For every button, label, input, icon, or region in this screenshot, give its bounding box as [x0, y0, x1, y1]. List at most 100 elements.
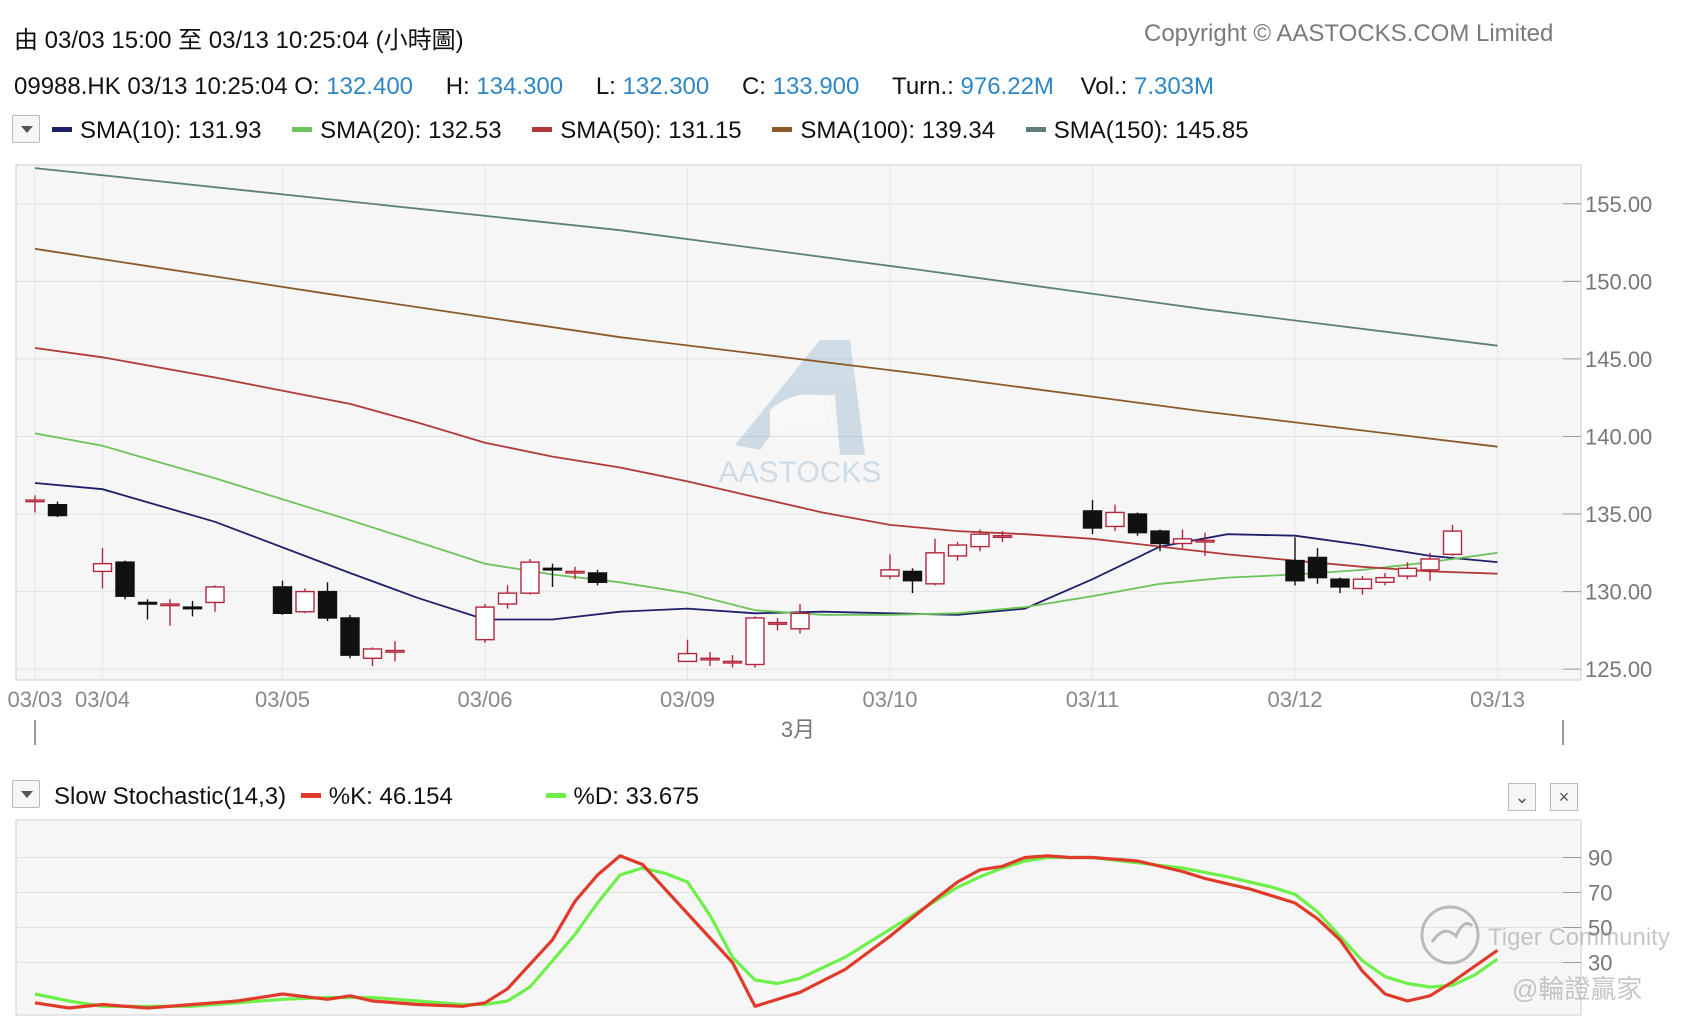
- candle-body: [1442, 530, 1463, 556]
- tiger-community-watermark: Tiger Community @輪證贏家: [1420, 905, 1670, 1004]
- candle-body: [475, 606, 495, 641]
- candle[interactable]: [1307, 548, 1328, 584]
- sma-line-sma150: [34, 167, 1498, 347]
- candle[interactable]: [385, 641, 405, 662]
- candle-body: [1127, 513, 1148, 534]
- candle-body: [520, 561, 540, 594]
- candle-body: [295, 590, 315, 613]
- candle[interactable]: [47, 501, 68, 518]
- candle-body: [722, 660, 743, 664]
- stoch-panel-dropdown[interactable]: [12, 780, 40, 808]
- candle[interactable]: [362, 647, 383, 667]
- candle[interactable]: [497, 585, 518, 609]
- candle-body: [362, 648, 383, 659]
- candle-body: [790, 612, 810, 630]
- sma-line-sma10: [34, 482, 1498, 621]
- candle-body: [677, 652, 698, 663]
- candle[interactable]: [925, 538, 945, 586]
- candle[interactable]: [790, 603, 810, 634]
- candle[interactable]: [587, 569, 608, 586]
- candle-body: [700, 657, 720, 661]
- candle[interactable]: [205, 585, 225, 612]
- candle[interactable]: [1420, 552, 1440, 581]
- low-label: L:: [595, 73, 616, 100]
- candle[interactable]: [1105, 504, 1125, 532]
- candle[interactable]: [1172, 529, 1193, 549]
- candle[interactable]: [880, 554, 900, 580]
- candle[interactable]: [160, 599, 180, 626]
- candle[interactable]: [1082, 500, 1103, 535]
- sma150-label: SMA(150): 145.85: [1053, 117, 1249, 144]
- candle-body: [1330, 578, 1350, 588]
- candle[interactable]: [1150, 529, 1170, 552]
- candle[interactable]: [520, 559, 540, 595]
- candle[interactable]: [182, 600, 203, 617]
- candle-body: [1172, 538, 1193, 545]
- candle-body: [47, 504, 68, 517]
- candle[interactable]: [317, 582, 338, 622]
- candle[interactable]: [1397, 562, 1418, 580]
- date-tick-label: 03/10: [862, 687, 917, 712]
- close-panel-button[interactable]: ×: [1550, 783, 1578, 811]
- candle[interactable]: [565, 566, 585, 580]
- candle-body: [992, 535, 1013, 539]
- stoch-plot-area: [15, 819, 1582, 1016]
- candle[interactable]: [137, 599, 158, 620]
- candle[interactable]: [992, 531, 1013, 542]
- candle[interactable]: [700, 652, 720, 667]
- candle-body: [902, 570, 923, 582]
- candle-body: [92, 562, 113, 573]
- candle[interactable]: [745, 616, 765, 668]
- open-label: O:: [294, 73, 320, 100]
- price-tick-label: 125.00: [1585, 657, 1652, 682]
- candle[interactable]: [340, 614, 360, 659]
- k-label: %K: 46.154: [328, 783, 453, 810]
- close-value: 133.900: [772, 73, 860, 100]
- quote-bar: 09988.HK 03/13 10:25:04 O: 132.400 H: 13…: [14, 73, 1214, 101]
- chevron-down-icon: ⌄: [1514, 787, 1530, 807]
- candle[interactable]: [542, 563, 563, 587]
- low-value: 132.300: [622, 73, 710, 100]
- sma100-swatch: [772, 127, 793, 133]
- sma-line-sma100: [34, 247, 1498, 448]
- candle[interactable]: [722, 655, 743, 668]
- candle[interactable]: [295, 588, 315, 614]
- candle[interactable]: [1375, 572, 1395, 586]
- candle[interactable]: [1285, 537, 1305, 586]
- candle[interactable]: [1352, 576, 1373, 595]
- candle[interactable]: [115, 560, 135, 600]
- candle[interactable]: [1195, 532, 1215, 556]
- candle[interactable]: [767, 617, 788, 631]
- month-label: 3月: [781, 717, 815, 742]
- candle[interactable]: [1127, 512, 1148, 536]
- price-tick-label: 155.00: [1585, 192, 1652, 217]
- candle-body: [565, 570, 585, 574]
- candle-body: [767, 621, 788, 625]
- candle-body: [1195, 539, 1215, 543]
- candle-body: [542, 567, 563, 571]
- candle[interactable]: [25, 495, 45, 513]
- candle[interactable]: [902, 568, 923, 594]
- candle[interactable]: [272, 580, 293, 615]
- turnover-label: Turn.:: [892, 73, 954, 100]
- sma20-swatch: [292, 127, 313, 133]
- candle-body: [497, 592, 518, 605]
- quote-datetime: 03/13 10:25:04: [127, 73, 288, 100]
- candle[interactable]: [92, 548, 113, 589]
- candle[interactable]: [475, 603, 495, 643]
- candle[interactable]: [1442, 524, 1463, 556]
- candle[interactable]: [1330, 577, 1350, 594]
- stoch-tick-label: 70: [1588, 881, 1612, 906]
- d-swatch: [545, 793, 566, 799]
- collapse-panel-button[interactable]: ⌄: [1508, 783, 1536, 811]
- tiger-logo-icon: [1420, 905, 1480, 965]
- candle[interactable]: [677, 639, 698, 663]
- sma-legend: SMA(10): 131.93 SMA(20): 132.53 SMA(50):…: [42, 117, 1249, 145]
- price-tick-label: 135.00: [1585, 502, 1652, 527]
- sma100-label: SMA(100): 139.34: [800, 117, 996, 144]
- date-tick-label: 03/04: [75, 687, 130, 712]
- candle[interactable]: [970, 529, 990, 552]
- candle[interactable]: [947, 541, 968, 561]
- main-panel-dropdown[interactable]: [12, 115, 40, 143]
- candle-body: [970, 533, 990, 548]
